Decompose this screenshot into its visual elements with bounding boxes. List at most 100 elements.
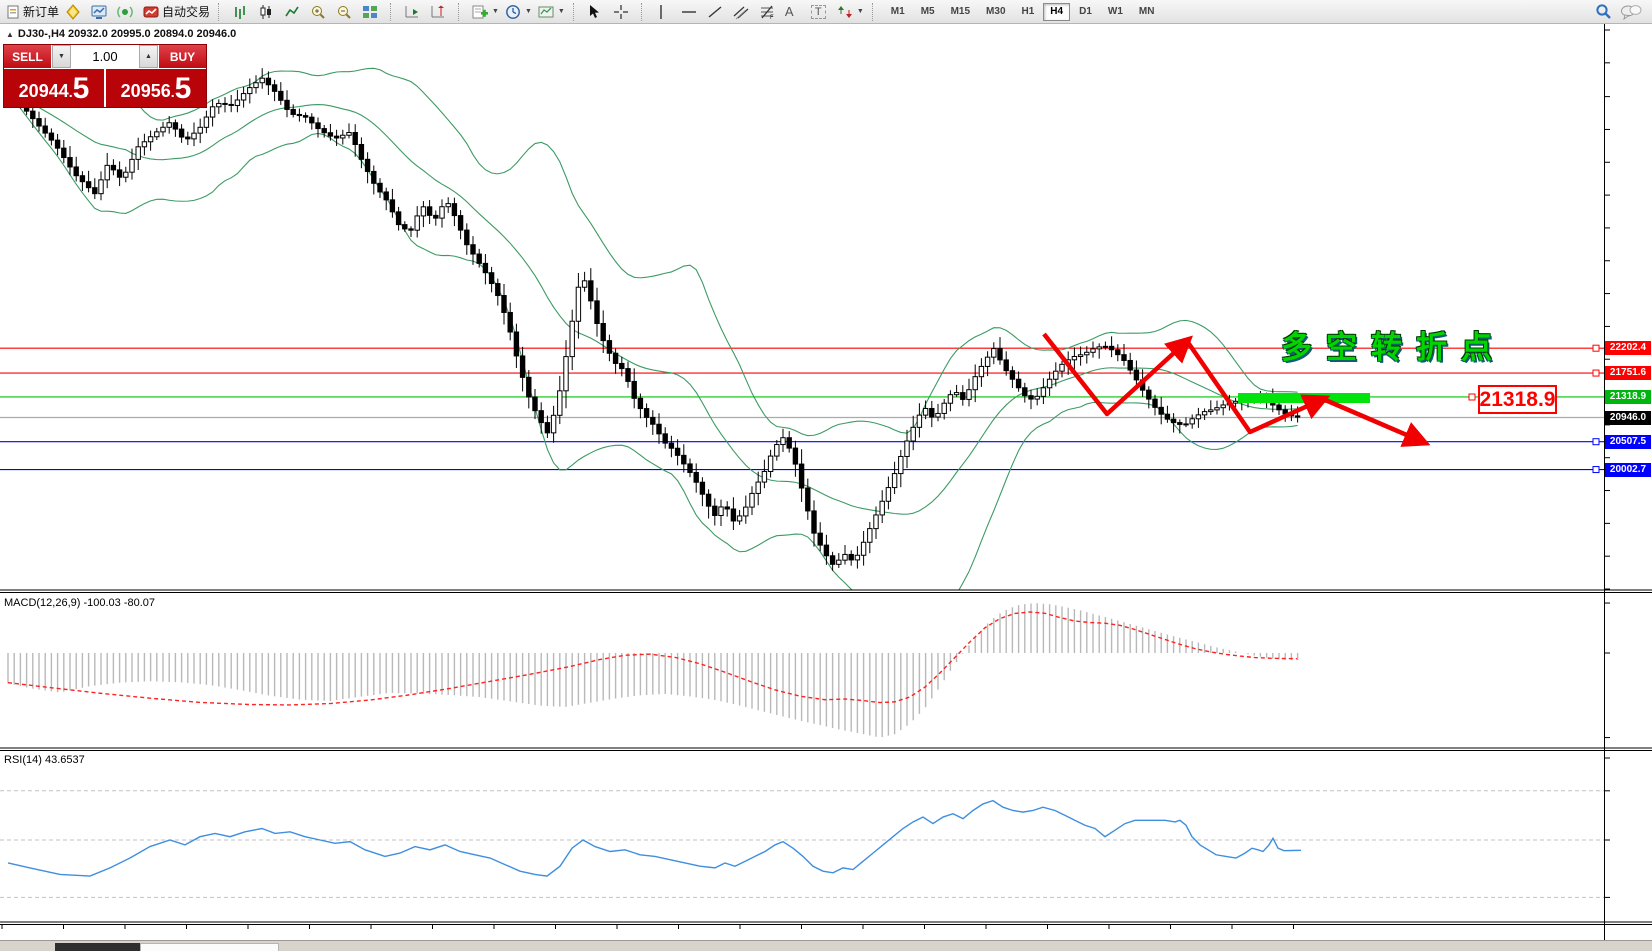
macd-panel xyxy=(7,603,1299,738)
dropdown-arrow-icon[interactable]: ▼ xyxy=(856,8,864,15)
timeframe-button-m30[interactable]: M30 xyxy=(979,3,1012,21)
crosshair-tool-button[interactable] xyxy=(610,1,636,23)
support-zone-rectangle[interactable] xyxy=(1238,393,1370,403)
toolbar-separator xyxy=(572,2,579,21)
horizontal-line-tool-button[interactable] xyxy=(678,1,704,23)
auto-scroll-button[interactable] xyxy=(401,1,427,23)
monitor-chart-icon xyxy=(91,5,107,19)
timeframe-button-m15[interactable]: M15 xyxy=(944,3,977,21)
period-button[interactable]: ▼ xyxy=(502,1,535,23)
add-indicator-button[interactable]: ▼ xyxy=(469,1,502,23)
bar-chart-icon xyxy=(235,5,245,19)
ask-price[interactable]: 20956. 5 xyxy=(106,69,206,107)
price-badge: 20002.7 xyxy=(1605,462,1651,477)
timeframe-button-h1[interactable]: H1 xyxy=(1015,3,1042,21)
vertical-line-icon xyxy=(660,4,662,19)
ask-main: 20956 xyxy=(120,81,171,101)
toolbar-right xyxy=(1595,3,1652,20)
template-icon xyxy=(538,6,554,17)
sell-button[interactable]: SELL xyxy=(4,45,52,68)
signals-button[interactable] xyxy=(114,1,140,23)
zoom-out-button[interactable] xyxy=(333,1,359,23)
arrows-tool-button[interactable]: ▼ xyxy=(834,1,867,23)
signal-icon xyxy=(117,5,133,18)
toolbar: 新订单 自动交易 xyxy=(0,0,1652,24)
timeframe-button-m1[interactable]: M1 xyxy=(884,3,912,21)
bid-price[interactable]: 20944. 5 xyxy=(4,69,106,107)
bottom-tab-dark[interactable] xyxy=(55,943,140,951)
bid-dot: . xyxy=(68,84,73,100)
cursor-icon xyxy=(589,5,599,18)
chart-title: ▲ DJ30-,H4 20932.0 20995.0 20894.0 20946.… xyxy=(6,28,236,40)
dropdown-arrow-icon[interactable]: ▼ xyxy=(557,8,565,15)
candlestick-chart-button[interactable] xyxy=(255,1,281,23)
fibonacci-icon: F xyxy=(760,5,774,20)
bid-pips: 5 xyxy=(72,72,90,105)
line-chart-button[interactable] xyxy=(281,1,307,23)
rsi-label: RSI(14) 43.6537 xyxy=(4,754,85,766)
chart-title-text: DJ30-,H4 20932.0 20995.0 20894.0 20946.0 xyxy=(17,28,237,40)
bottom-tab-light[interactable] xyxy=(140,943,279,951)
price-badge: 20946.0 xyxy=(1605,410,1651,425)
trend-zigzag-arrows[interactable] xyxy=(1042,332,1476,447)
toolbar-group-objects: F A T ▼ xyxy=(649,1,870,23)
dropdown-arrow-icon[interactable]: ▼ xyxy=(524,8,532,15)
new-order-label: 新订单 xyxy=(23,5,60,19)
bar-chart-button[interactable] xyxy=(229,1,255,23)
horizontal-line-icon xyxy=(681,10,696,13)
zoom-in-button[interactable] xyxy=(307,1,333,23)
cursor-tool-button[interactable] xyxy=(584,1,610,23)
timeframe-button-m5[interactable]: M5 xyxy=(914,3,942,21)
auto-trading-icon xyxy=(143,6,159,17)
volume-decrease-button[interactable]: ▼ xyxy=(52,45,71,68)
rsi-panel xyxy=(0,790,1604,898)
clock-icon xyxy=(506,4,520,19)
timeframe-button-mn[interactable]: MN xyxy=(1132,3,1162,21)
trendline-tool-button[interactable] xyxy=(704,1,730,23)
toolbar-separator xyxy=(458,2,464,21)
timeframe-button-w1[interactable]: W1 xyxy=(1101,3,1130,21)
toolbar-group-main: 新订单 自动交易 xyxy=(0,1,216,23)
vertical-line-tool-button[interactable] xyxy=(652,1,678,23)
chart-shift-button[interactable] xyxy=(427,1,453,23)
volume-box: ▼ ▲ xyxy=(52,45,158,68)
auto-scroll-icon xyxy=(405,5,419,17)
timeframe-button-h4[interactable]: H4 xyxy=(1043,2,1071,21)
turning-point-annotation[interactable]: 多空转折点 xyxy=(1281,330,1506,365)
toolbar-group-scroll xyxy=(398,1,456,23)
ask-dot: . xyxy=(170,84,175,100)
auto-trading-button[interactable]: 自动交易 xyxy=(140,1,213,23)
add-indicator-icon xyxy=(472,5,489,18)
volume-input[interactable] xyxy=(71,45,139,68)
tile-windows-button[interactable] xyxy=(359,1,385,23)
price-badge: 20507.5 xyxy=(1605,434,1651,449)
price-callout-box[interactable]: 21318.9 xyxy=(1478,385,1557,414)
chat-icon[interactable] xyxy=(1620,4,1642,20)
gem-icon xyxy=(66,3,80,20)
text-tool-button[interactable]: A xyxy=(782,1,808,23)
tile-windows-icon xyxy=(363,5,378,18)
volume-increase-button[interactable]: ▲ xyxy=(139,45,158,68)
dropdown-arrow-icon[interactable]: ▼ xyxy=(492,8,499,15)
timeframe-group: M1 M5 M15 M30 H1 H4 D1 W1 MN xyxy=(880,1,1166,23)
price-badge: 21318.9 xyxy=(1605,389,1651,404)
publisher-button[interactable] xyxy=(88,1,114,23)
search-icon[interactable] xyxy=(1595,3,1612,20)
toolbar-group-tools xyxy=(581,1,639,23)
auto-trading-label: 自动交易 xyxy=(162,5,211,19)
bid-main: 20944 xyxy=(18,81,69,101)
buy-button[interactable]: BUY xyxy=(158,45,206,68)
one-click-expander[interactable]: ▲ xyxy=(6,30,14,39)
toolbar-separator xyxy=(871,2,878,21)
market-button[interactable] xyxy=(62,1,88,23)
channel-tool-button[interactable] xyxy=(730,1,756,23)
new-order-button[interactable]: 新订单 xyxy=(3,1,62,23)
text-label-tool-button[interactable]: T xyxy=(808,1,834,23)
templates-button[interactable]: ▼ xyxy=(535,1,568,23)
timeframe-button-d1[interactable]: D1 xyxy=(1072,3,1099,21)
macd-label: MACD(12,26,9) -100.03 -80.07 xyxy=(4,597,156,609)
fibonacci-tool-button[interactable]: F xyxy=(756,1,782,23)
zoom-out-icon xyxy=(338,5,351,19)
